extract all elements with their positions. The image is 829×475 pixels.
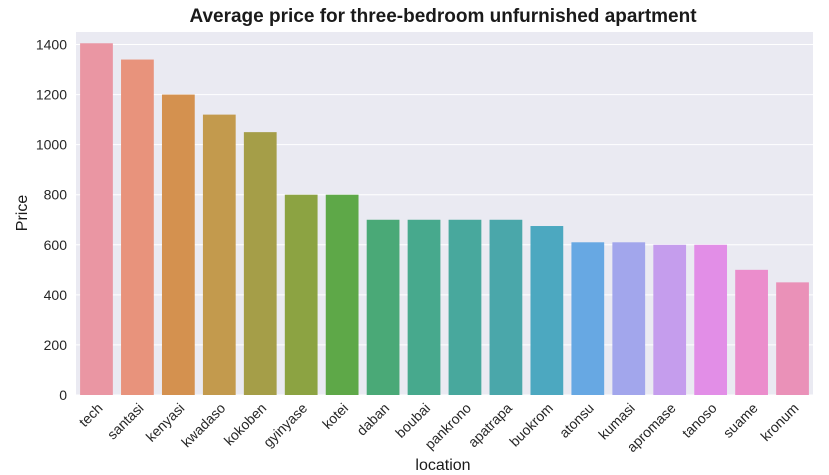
x-tick-label: kronum — [757, 400, 801, 444]
x-tick-label: kotei — [319, 400, 351, 432]
y-tick-label: 400 — [44, 287, 68, 303]
bar-kumasi — [612, 242, 646, 395]
x-tick-label: suame — [720, 400, 761, 441]
x-tick-label: daban — [353, 400, 392, 439]
y-tick-label: 600 — [44, 237, 68, 253]
x-tick-label: buokrom — [506, 400, 556, 450]
bar-kenyasi — [161, 94, 195, 395]
y-tick-label: 1400 — [36, 37, 67, 53]
chart-title: Average price for three-bedroom unfurnis… — [189, 6, 697, 27]
x-tick-label: apatrapa — [465, 400, 516, 451]
bar-daban — [366, 219, 400, 395]
x-axis-label: location — [415, 457, 470, 474]
bar-apromase — [653, 244, 687, 395]
bar-pankrono — [448, 219, 482, 395]
y-tick-label: 200 — [44, 337, 68, 353]
x-tick-label: tech — [76, 400, 106, 430]
y-tick-labels: 0 200 400 600 800 1000 1200 1400 — [36, 37, 67, 403]
bar-kokoben — [243, 132, 277, 395]
x-tick-label: kwadaso — [178, 400, 229, 451]
bar-kronum — [776, 282, 809, 395]
bar-kotei — [325, 194, 359, 395]
x-tick-label: atonsu — [556, 400, 597, 441]
bar-buokrom — [530, 226, 564, 395]
bars — [80, 43, 809, 396]
y-tick-label: 0 — [59, 387, 67, 403]
bar-santasi — [121, 59, 154, 395]
bar-kwadaso — [202, 114, 236, 395]
bar-boubai — [407, 219, 441, 395]
x-tick-labels: techsantasikenyasikwadasokokobengyinyase… — [76, 400, 802, 455]
x-tick-label: gyinyase — [260, 400, 311, 451]
bar-suame — [735, 269, 768, 395]
bar-tanoso — [694, 244, 728, 395]
y-tick-label: 1000 — [36, 137, 67, 153]
x-tick-label: santasi — [104, 400, 147, 443]
y-tick-label: 1200 — [36, 87, 67, 103]
x-tick-label: tanoso — [679, 400, 720, 441]
y-tick-label: 800 — [44, 187, 68, 203]
y-axis-label: Price — [14, 195, 31, 232]
bar-gyinyase — [284, 194, 318, 395]
plot-area — [76, 32, 813, 395]
bar-tech — [80, 43, 113, 396]
y-gridlines — [76, 44, 813, 396]
bar-atonsu — [571, 242, 605, 395]
bar-apatrapa — [489, 219, 523, 395]
